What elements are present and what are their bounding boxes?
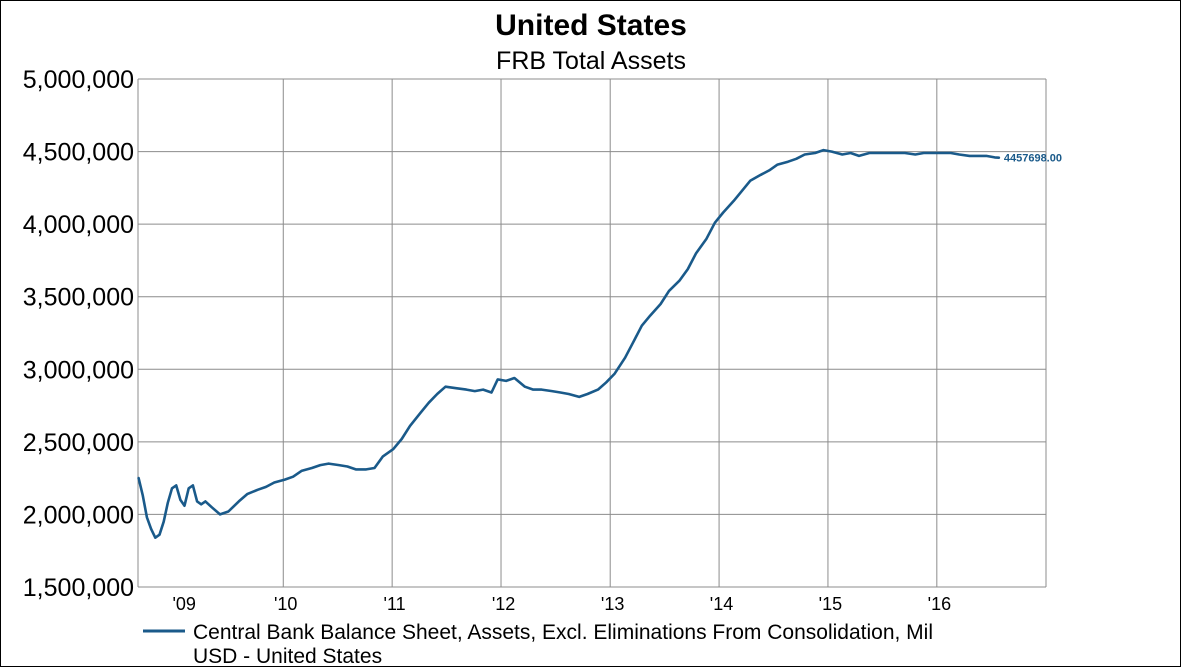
x-tick-label: '15 (819, 594, 842, 614)
x-tick-label: '09 (172, 594, 195, 614)
y-tick-label: 5,000,000 (23, 66, 134, 94)
gridlines (137, 78, 1047, 588)
x-tick-label: '11 (384, 594, 406, 614)
y-tick-label: 2,500,000 (23, 429, 134, 457)
y-tick-label: 2,000,000 (23, 501, 134, 529)
series-line (137, 148, 1001, 539)
x-tick-label: '13 (601, 594, 624, 614)
y-tick-label: 3,000,000 (23, 356, 134, 384)
chart-subtitle: FRB Total Assets (496, 47, 686, 75)
x-tick-label: '12 (492, 594, 515, 614)
y-axis-ticks: 5,000,000 4,500,000 4,000,000 3,500,000 3,00… (23, 66, 134, 602)
x-axis-ticks: '09 '10 '11 '12 '13 '14 '15 '16 (172, 594, 951, 614)
y-tick-label: 4,500,000 (23, 139, 134, 167)
chart-title: United States (495, 9, 687, 42)
legend-label: Central Bank Balance Sheet, Assets, Excl… (193, 621, 939, 666)
y-tick-label: 1,500,000 (23, 574, 134, 602)
x-tick-label: '16 (928, 594, 951, 614)
last-value-label: 4457698.00 (1004, 153, 1062, 165)
y-tick-label: 3,500,000 (23, 284, 134, 312)
series-layer: 4457698.00 (137, 148, 1062, 539)
y-tick-label: 4,000,000 (23, 211, 134, 239)
x-tick-label: '14 (710, 594, 733, 614)
x-tick-label: '10 (274, 594, 297, 614)
legend: Central Bank Balance Sheet, Assets, Excl… (143, 621, 939, 666)
